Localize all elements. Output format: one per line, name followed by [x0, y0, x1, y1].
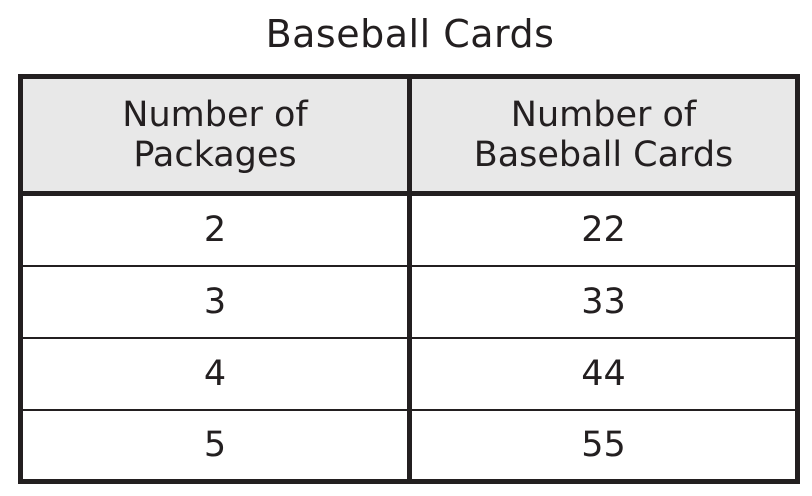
- header-baseball-cards-line-2: Baseball Cards: [473, 135, 734, 175]
- cards-cell: 44: [409, 336, 798, 410]
- header-baseball-cards-line-1: Number of: [510, 95, 697, 135]
- header-row: Number of Packages Number of Baseball Ca…: [20, 76, 798, 196]
- table-row: 2 22: [20, 193, 798, 266]
- table-row: 3 33: [20, 264, 798, 338]
- packages-cell: 2: [20, 193, 412, 266]
- packages-cell: 4: [20, 336, 412, 410]
- header-packages-line-2: Packages: [133, 135, 297, 175]
- table-title: Baseball Cards: [265, 12, 555, 56]
- table-row: 4 44: [20, 336, 798, 410]
- packages-cell: 5: [20, 408, 412, 482]
- cards-cell: 55: [409, 408, 798, 482]
- header-baseball-cards: Number of Baseball Cards: [409, 76, 798, 196]
- cards-cell: 22: [581, 210, 626, 251]
- table-row: 5 55: [20, 408, 798, 482]
- baseball-cards-table: Number of Packages Number of Baseball Ca…: [18, 74, 800, 484]
- packages-cell: 3: [20, 264, 412, 338]
- header-packages: Number of Packages: [20, 76, 412, 196]
- cards-cell: 33: [409, 264, 798, 338]
- header-packages-line-1: Number of: [122, 95, 308, 135]
